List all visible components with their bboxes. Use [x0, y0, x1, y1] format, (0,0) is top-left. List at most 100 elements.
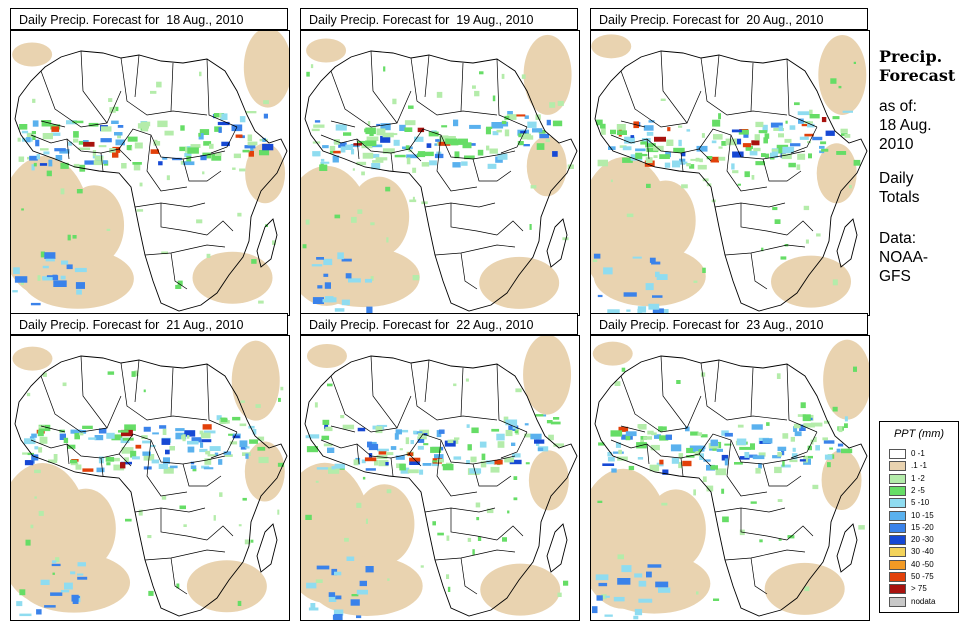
- country-border: [170, 252, 188, 290]
- country-border: [330, 120, 356, 128]
- rain-cell: [370, 222, 375, 226]
- rain-cell: [372, 160, 384, 163]
- rain-cell: [163, 467, 174, 474]
- rain-cell: [324, 282, 331, 289]
- rain-cell: [182, 434, 186, 442]
- rain-cell: [216, 415, 222, 421]
- rain-cell: [115, 139, 125, 146]
- rain-cell: [134, 370, 139, 377]
- rain-cell: [38, 447, 43, 453]
- rain-cell: [67, 444, 76, 449]
- rain-cell: [607, 309, 620, 315]
- rain-cell: [496, 129, 502, 133]
- rain-cell: [812, 484, 819, 490]
- rain-cell: [31, 164, 35, 171]
- rain-cell: [710, 156, 719, 163]
- rain-cell: [615, 442, 621, 448]
- africa-coastline: [304, 355, 578, 617]
- country-border: [40, 425, 66, 433]
- rain-cell: [344, 537, 349, 542]
- rain-cell: [534, 439, 545, 444]
- rain-cell: [202, 171, 205, 175]
- africa-coastline: [14, 355, 288, 617]
- rain-cell: [414, 136, 424, 142]
- rain-cell: [511, 442, 516, 446]
- rain-cell: [383, 66, 386, 72]
- rain-cell: [607, 456, 615, 462]
- rain-cell: [352, 168, 355, 171]
- rain-cell: [621, 367, 626, 372]
- rain-cell: [255, 404, 261, 408]
- rain-cell: [608, 146, 616, 150]
- rain-cell: [257, 446, 266, 451]
- rain-cell: [242, 497, 247, 501]
- rain-cell: [758, 452, 766, 457]
- rain-cell: [340, 146, 346, 153]
- country-border: [750, 62, 754, 112]
- country-border: [750, 252, 768, 290]
- rain-cell: [819, 145, 825, 149]
- rain-cell: [731, 163, 735, 170]
- rain-cell: [320, 158, 325, 162]
- legend-swatch: [889, 461, 906, 472]
- rain-cell: [44, 252, 56, 259]
- rain-cell: [832, 279, 838, 286]
- rain-cell: [788, 162, 796, 168]
- rain-cell: [13, 267, 20, 274]
- rain-cell: [790, 143, 801, 147]
- rain-cell: [217, 121, 230, 126]
- rain-cell: [200, 432, 211, 439]
- rain-cell: [365, 140, 377, 146]
- rain-cell: [94, 435, 104, 441]
- rain-cell: [481, 453, 486, 461]
- rain-cell: [420, 565, 424, 568]
- rain-cell: [613, 596, 625, 602]
- rain-cell: [716, 448, 723, 452]
- rain-cell: [824, 454, 833, 460]
- rain-cell: [334, 214, 341, 219]
- rain-cell: [362, 152, 374, 159]
- rain-cell: [51, 560, 57, 564]
- rain-cell: [512, 453, 521, 458]
- rain-cell: [72, 235, 77, 239]
- country-border: [460, 62, 464, 112]
- drizzle-area: [243, 31, 289, 108]
- rain-cell: [43, 151, 50, 155]
- precip-map: [10, 335, 290, 621]
- rain-cell: [618, 449, 622, 455]
- drizzle-area: [64, 185, 125, 266]
- rain-cell: [100, 126, 112, 132]
- rain-cell: [359, 580, 367, 587]
- country-border: [330, 425, 356, 433]
- rain-cell: [696, 451, 700, 454]
- madagascar-outline: [256, 523, 278, 573]
- rain-cell: [30, 524, 34, 529]
- drizzle-area: [598, 553, 711, 614]
- rain-cell: [38, 425, 45, 429]
- rain-cell: [39, 436, 48, 444]
- rain-cell: [515, 388, 522, 393]
- rain-cell: [37, 275, 41, 281]
- rain-cell: [685, 426, 690, 432]
- rain-cell: [32, 98, 36, 103]
- rain-cell: [240, 400, 245, 403]
- rain-cell: [66, 264, 73, 270]
- rain-cell: [157, 120, 168, 128]
- drizzle-area: [593, 246, 706, 307]
- rain-cell: [94, 156, 104, 163]
- rain-cell: [432, 521, 436, 526]
- rain-cell: [652, 308, 664, 314]
- rain-cell: [30, 302, 41, 306]
- rain-cell: [19, 124, 28, 130]
- rain-cell: [436, 460, 444, 463]
- rain-cell: [552, 120, 563, 127]
- rain-cell: [778, 133, 784, 138]
- rain-cell: [62, 382, 67, 387]
- rain-cell: [186, 155, 192, 163]
- rain-cell: [107, 371, 115, 375]
- rain-cell: [124, 424, 136, 431]
- panel-title: Daily Precip. Forecast for 22 Aug., 2010: [300, 313, 578, 335]
- totals-line2: Totals: [879, 189, 920, 206]
- rain-cell: [598, 582, 608, 587]
- rain-cell: [162, 428, 167, 435]
